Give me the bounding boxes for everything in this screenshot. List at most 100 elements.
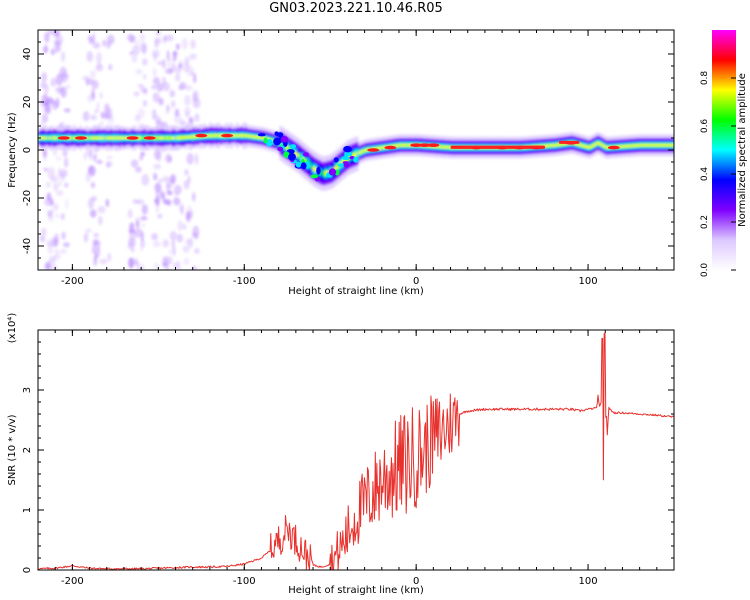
- spectrogram-cell: [652, 144, 656, 147]
- spectrogram-cell: [398, 144, 402, 147]
- y-tick-label: 2: [22, 447, 33, 453]
- spectrogram-cell: [440, 145, 444, 148]
- spectrogram-cell: [46, 134, 50, 142]
- noise-speckle: [150, 85, 158, 90]
- spectrogram-cell: [101, 137, 105, 139]
- spectrogram-cell: [401, 144, 404, 147]
- spectrogram-cell: [603, 145, 607, 148]
- spectrogram-cell: [380, 146, 384, 149]
- spectrogram-cell: [190, 135, 194, 138]
- spectrogram-cell: [357, 151, 361, 154]
- spectrogram-blob: [343, 145, 352, 153]
- noise-speckle: [44, 42, 49, 54]
- noise-speckle: [193, 73, 197, 84]
- noise-speckle: [50, 176, 59, 183]
- spectrogram-cell: [186, 136, 190, 139]
- noise-speckle: [87, 94, 92, 103]
- snr-line-layer: [38, 332, 674, 570]
- noise-speckle: [164, 266, 170, 270]
- noise-speckle: [141, 204, 148, 215]
- spectrogram-blob: [328, 168, 337, 176]
- spectrogram-cell: [660, 144, 664, 147]
- spectrogram-peak: [367, 148, 380, 152]
- noise-speckle: [181, 38, 188, 50]
- noise-speckle: [180, 204, 184, 215]
- spectrogram-blob: [290, 144, 297, 149]
- x-tick-label: -100: [233, 276, 256, 287]
- spectrogram-cell: [361, 150, 365, 153]
- spectrogram-cell: [258, 136, 262, 139]
- spectrogram-cell: [442, 145, 446, 149]
- chart-title: GN03.2023.221.10.46.R05: [269, 1, 443, 16]
- spectrogram-cell: [627, 144, 631, 148]
- spectrogram-cell: [141, 136, 144, 140]
- noise-speckle: [165, 34, 174, 42]
- spectrogram-cell: [376, 147, 380, 150]
- spectrogram-cell: [118, 136, 122, 140]
- noise-speckle: [61, 71, 68, 83]
- noise-speckle: [97, 215, 103, 226]
- noise-speckle: [182, 245, 190, 253]
- spectrogram-cell: [551, 144, 555, 147]
- noise-speckle: [85, 228, 92, 233]
- spectrogram-cell: [174, 134, 178, 142]
- noise-speckle: [127, 243, 135, 250]
- noise-speckle: [179, 81, 187, 90]
- noise-speckle: [108, 63, 113, 71]
- noise-speckle: [55, 156, 62, 162]
- noise-speckle: [168, 249, 173, 255]
- noise-speckle: [190, 39, 196, 49]
- noise-speckle: [63, 182, 69, 188]
- colorbar-ticks: 0.0 0.2 0.4 0.6 0.8: [700, 71, 736, 278]
- spectrogram-cell: [662, 144, 666, 147]
- spectrogram-cell: [625, 145, 629, 148]
- noise-speckle: [104, 111, 110, 119]
- spectrogram-panel: -200 -100 0 100 40 20 0 -20 -40 Height of straig…: [7, 29, 675, 297]
- colorbar-tick-label: 0.4: [700, 167, 710, 182]
- noise-speckle: [47, 210, 54, 222]
- noise-speckle: [166, 58, 175, 69]
- x-tick-label: 0: [413, 276, 419, 287]
- noise-speckle: [170, 174, 176, 184]
- spectrogram-blob: [347, 152, 353, 157]
- snr-plot-area: [38, 330, 674, 570]
- y-tick-label: -40: [22, 238, 33, 254]
- spectrogram-cell: [217, 134, 221, 137]
- y-tick-label: 0: [22, 567, 33, 573]
- spectrogram-cell: [320, 165, 324, 182]
- noise-speckle: [91, 195, 97, 202]
- spectrogram-cell: [543, 144, 547, 147]
- snr-y-scale-label: (x10⁴): [7, 313, 18, 344]
- spectrogram-blob: [283, 151, 290, 158]
- y-tick-label: 3: [22, 387, 33, 393]
- noise-speckle: [58, 181, 62, 187]
- noise-speckle: [131, 54, 138, 63]
- noise-speckle: [50, 198, 54, 206]
- spectrogram-cell: [182, 136, 186, 139]
- noise-speckle: [53, 252, 61, 260]
- noise-speckle: [44, 31, 50, 43]
- noise-speckle: [140, 239, 145, 249]
- spectrogram-cell: [382, 146, 386, 149]
- spectrogram-blob: [263, 137, 268, 144]
- noise-speckle: [183, 257, 190, 266]
- noise-speckle: [151, 109, 157, 121]
- spectrogram-cell: [170, 136, 173, 140]
- noise-speckle: [142, 87, 148, 95]
- noise-speckle: [55, 212, 60, 219]
- spectrogram-cell: [671, 144, 674, 147]
- spectrogram-cell: [629, 144, 633, 147]
- spectrogram-cell: [335, 165, 338, 170]
- spectrogram-blob: [277, 146, 284, 152]
- noise-speckle: [163, 38, 167, 44]
- spectrogram-cell: [578, 143, 582, 146]
- colorbar-tick-label: 0.0: [700, 263, 710, 278]
- noise-speckle: [86, 50, 94, 63]
- spectrogram-blob: [302, 152, 309, 157]
- spectrogram-cell: [89, 136, 93, 140]
- spectrogram-cell: [605, 146, 609, 149]
- noise-speckle: [82, 76, 90, 81]
- spectrogram-blob: [341, 156, 350, 160]
- noise-speckle: [49, 263, 58, 270]
- spectrogram-cell: [545, 144, 549, 147]
